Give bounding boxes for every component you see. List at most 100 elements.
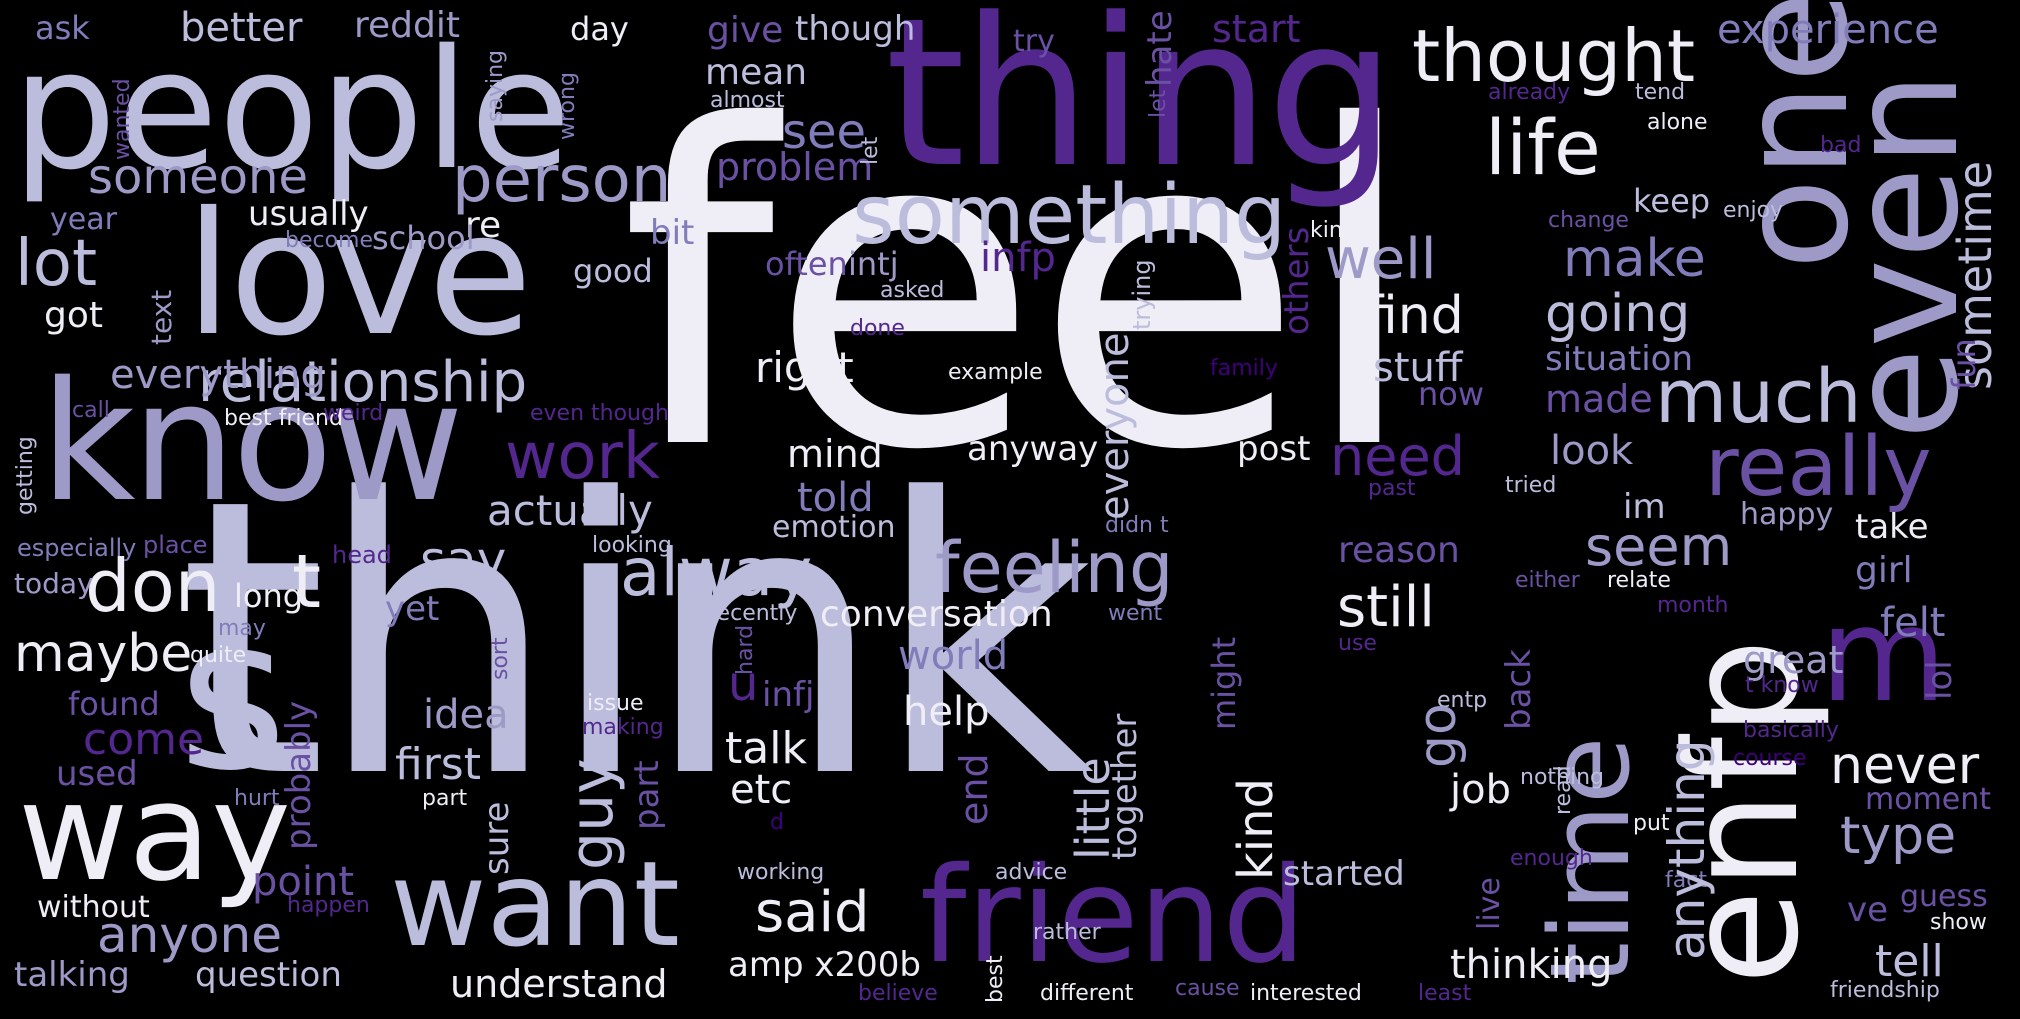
- word-found: found: [68, 685, 160, 723]
- word-moment: moment: [1865, 782, 1992, 817]
- word-experience: experience: [1717, 7, 1939, 53]
- word-kinda: kinda: [1310, 218, 1371, 243]
- word-others: reason: [1338, 530, 1460, 571]
- word-relate: relate: [1607, 568, 1671, 593]
- word-u: u: [728, 656, 759, 712]
- word-never: never: [1830, 736, 1980, 796]
- word-better: reddit: [354, 5, 460, 46]
- word-good: got: [44, 295, 103, 336]
- word-going: going: [1545, 284, 1691, 344]
- word-go: go: [1408, 703, 1468, 768]
- word-girl: girl: [1855, 550, 1913, 591]
- word-post: post: [1237, 429, 1311, 469]
- word-course: course: [1733, 746, 1807, 771]
- word-already: already: [1488, 80, 1571, 105]
- word-text: wanted: [110, 78, 135, 160]
- word-ask: year: [50, 202, 117, 237]
- word-change: change: [1548, 208, 1629, 233]
- word-hurt: hurt: [234, 786, 280, 811]
- word-well: well: [1325, 227, 1437, 292]
- word-part: part: [627, 760, 667, 830]
- word-hard: hard: [733, 624, 758, 675]
- word-lol: lol: [1920, 660, 1960, 700]
- word-cause: cause: [1175, 976, 1240, 1001]
- word-point: point: [252, 859, 355, 905]
- word-quite: may: [218, 616, 266, 641]
- word-job: job: [1450, 767, 1511, 813]
- word-conversation: conversation: [820, 594, 1053, 635]
- word-best-friend: weird: [323, 401, 384, 426]
- word-sort: sort: [488, 637, 513, 680]
- word-family: family: [1210, 356, 1278, 381]
- word-tend: tend: [1635, 80, 1686, 105]
- word-wanted: saying: [483, 50, 508, 122]
- word-now: now: [1418, 375, 1485, 413]
- word-stuff: stuff: [1373, 345, 1463, 391]
- word-made: made: [1545, 377, 1653, 421]
- word-might: might: [1205, 636, 1243, 730]
- word-done: done: [850, 316, 905, 341]
- word-still: still: [1337, 575, 1435, 640]
- word-s: s: [178, 572, 288, 817]
- word-think: think: [178, 418, 1094, 861]
- word-enjoy: enjoy: [1723, 198, 1784, 223]
- word-past: past: [1368, 476, 1416, 501]
- word-sure: sure: [477, 801, 517, 875]
- word-got: everything: [110, 352, 326, 398]
- word-tell: tell: [1875, 936, 1944, 987]
- word-guess: guess: [1900, 879, 1988, 914]
- word-maybe: maybe: [14, 624, 193, 684]
- word-much: much: [1655, 354, 1862, 440]
- word-let: let: [1146, 89, 1171, 118]
- word-call: best friend: [224, 406, 343, 431]
- word-infp: often: [765, 245, 848, 283]
- word-right: right: [755, 343, 854, 392]
- word-long: quite: [190, 643, 247, 668]
- word-rather: rather: [1033, 920, 1101, 945]
- word-fun: fun: [1945, 338, 1983, 390]
- word-want: want: [390, 835, 680, 973]
- word-without: without: [37, 890, 150, 925]
- word-don: don: [85, 544, 221, 628]
- word-live: live: [1472, 877, 1507, 930]
- word-year: usually: [248, 194, 369, 234]
- word-alone: alone: [1647, 110, 1708, 135]
- word-yet: long: [234, 577, 304, 615]
- word-thinking: thinking: [1450, 942, 1613, 988]
- word-reddit: day: [570, 10, 629, 48]
- word-anyway: anyway: [967, 429, 1099, 469]
- word-relationship: relationship: [198, 350, 528, 415]
- word-friendship: friendship: [1830, 978, 1940, 1003]
- word-life: life: [1485, 103, 1601, 192]
- word-re: bit: [650, 213, 695, 253]
- word-enough: enough: [1510, 846, 1593, 871]
- word-amp-x200b: amp x200b: [728, 945, 921, 985]
- word-keep: keep: [1633, 182, 1711, 220]
- word-back: back: [1499, 649, 1539, 730]
- word-love: love: [185, 176, 532, 374]
- word-wrong: let: [858, 136, 883, 165]
- word-work: work: [505, 420, 660, 494]
- word-end: end: [952, 753, 996, 825]
- word-entp: entp: [1437, 688, 1488, 713]
- word-something: something: [852, 168, 1287, 263]
- word-see: see: [782, 104, 867, 160]
- word-ve: ve: [1847, 890, 1889, 930]
- word-thing: thing: [885, 0, 1396, 213]
- word-manye: part: [422, 786, 468, 811]
- word-reason: yet: [385, 589, 440, 629]
- word-m: m: [1820, 579, 1947, 731]
- word-start: try: [1013, 24, 1055, 59]
- word-either: either: [1515, 568, 1580, 593]
- word-problem: start: [1212, 7, 1301, 51]
- word-different: different: [1040, 981, 1134, 1006]
- word-probably: probably: [279, 700, 319, 850]
- word-often: intj: [848, 245, 899, 283]
- word-t-know: t know: [1745, 673, 1819, 698]
- word-least: least: [1418, 981, 1472, 1006]
- word-take: take: [1855, 507, 1929, 547]
- word-said: said: [755, 880, 870, 945]
- word-head: looking: [592, 533, 672, 558]
- word-d: d: [770, 810, 784, 835]
- word-kind: kind: [1228, 777, 1284, 880]
